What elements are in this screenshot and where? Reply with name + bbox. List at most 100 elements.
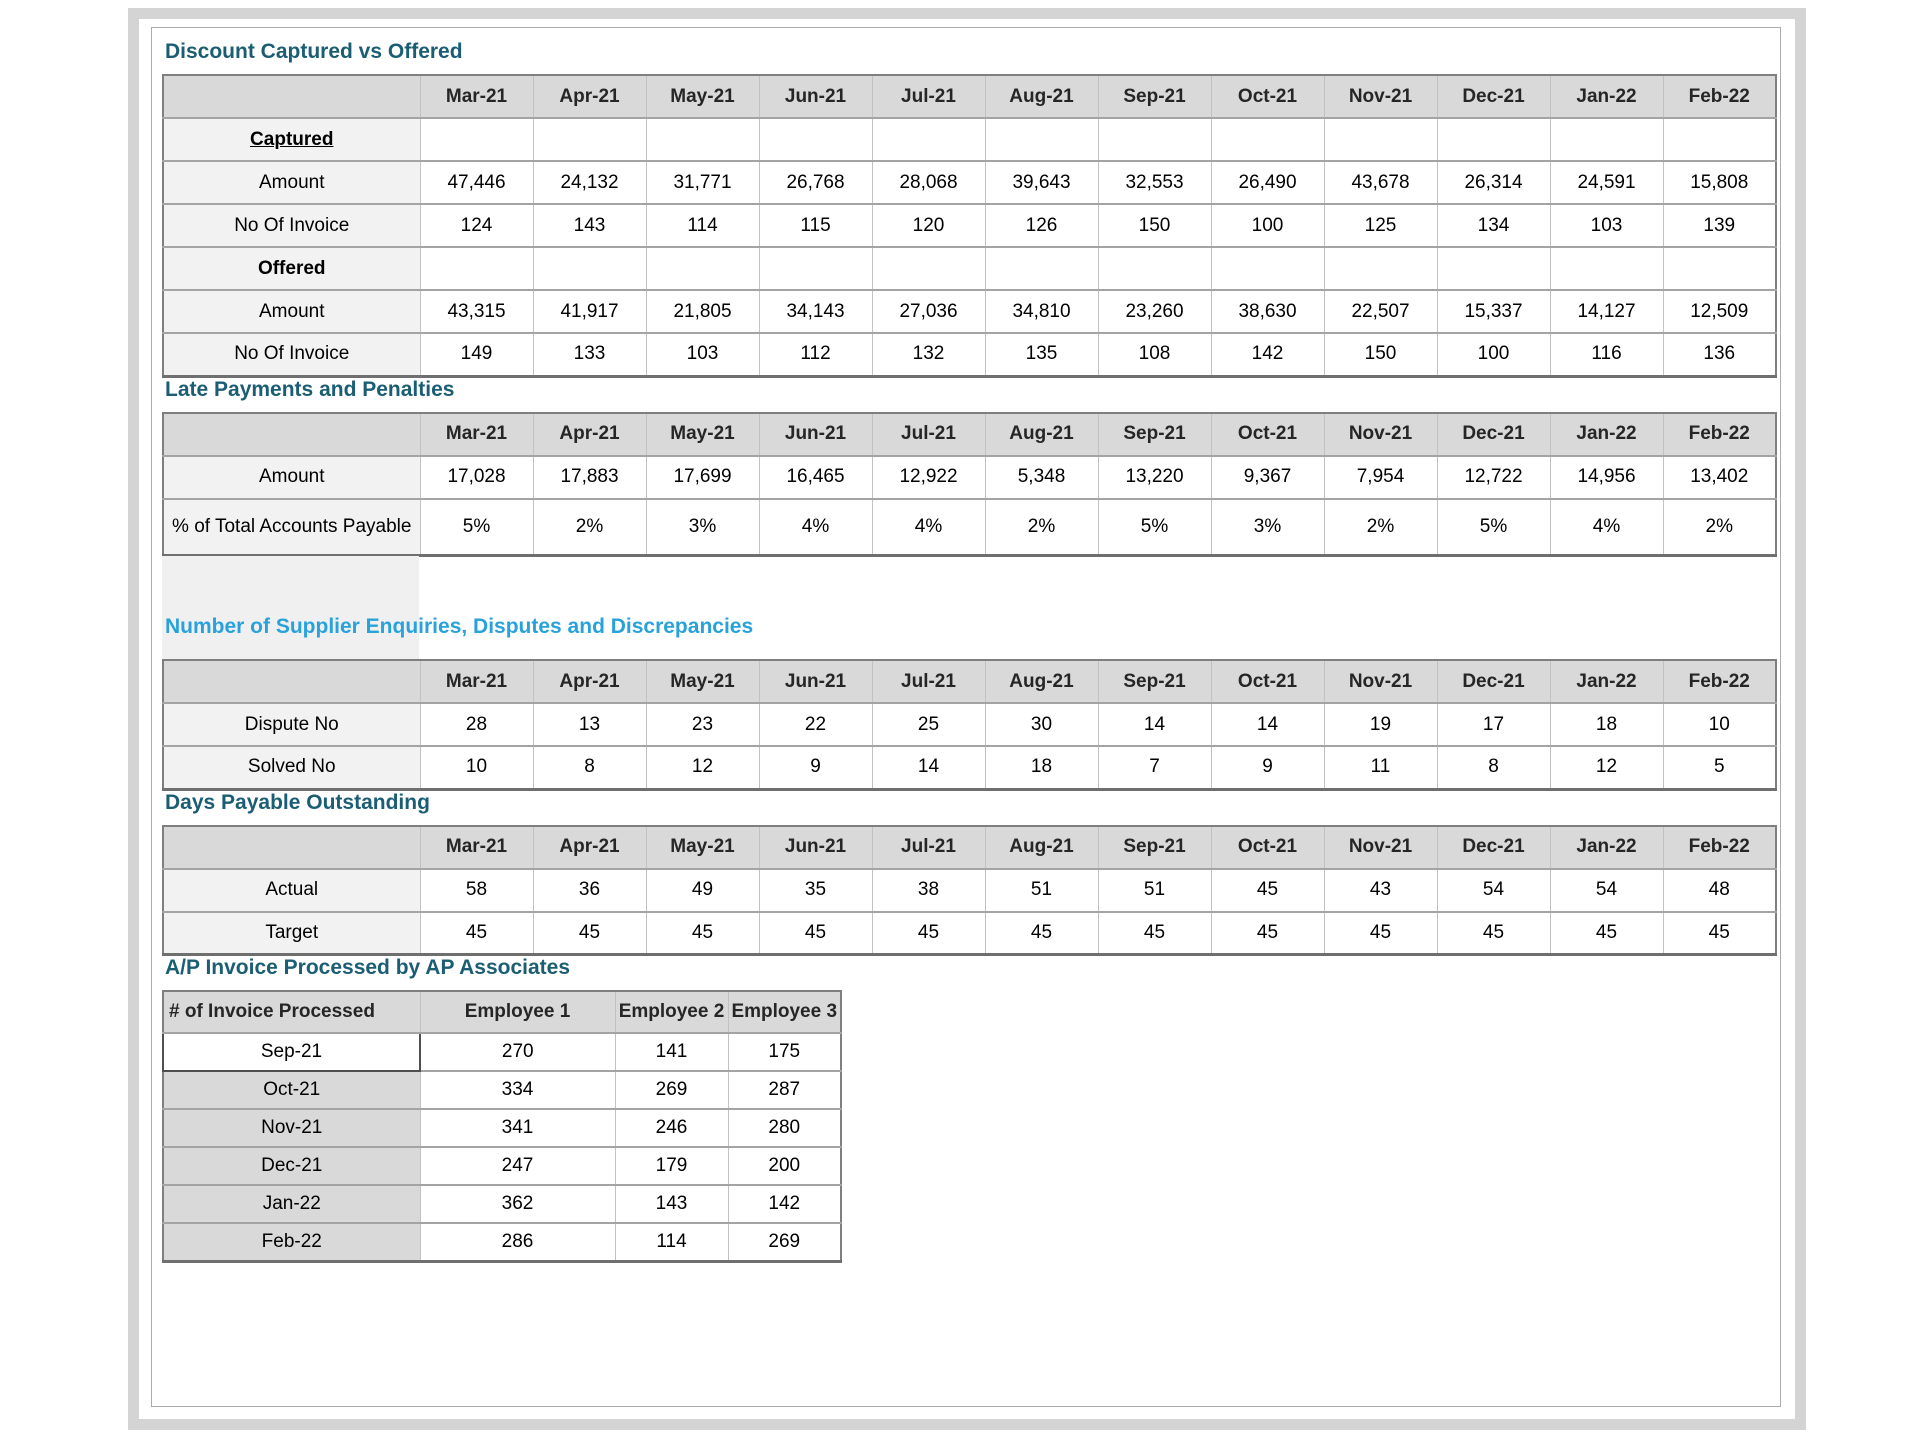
- value-cell[interactable]: 8: [1436, 745, 1551, 790]
- value-cell[interactable]: 32,553: [1097, 160, 1212, 205]
- ap-header-cell[interactable]: Employee 1: [419, 990, 616, 1034]
- month-label-cell[interactable]: Nov-21: [162, 1108, 421, 1148]
- value-cell[interactable]: 14,127: [1549, 289, 1664, 334]
- month-header-cell[interactable]: Feb-22: [1662, 825, 1777, 870]
- value-cell[interactable]: 45: [532, 911, 647, 956]
- value-cell[interactable]: 3%: [645, 498, 760, 557]
- value-cell[interactable]: 18: [984, 745, 1099, 790]
- month-header-cell[interactable]: May-21: [645, 825, 760, 870]
- empty-cell[interactable]: [1323, 246, 1438, 291]
- month-header-cell[interactable]: Jan-22: [1549, 825, 1664, 870]
- value-cell[interactable]: 47,446: [419, 160, 534, 205]
- empty-cell[interactable]: [1549, 246, 1664, 291]
- value-cell[interactable]: 17: [1436, 702, 1551, 747]
- value-cell[interactable]: 45: [1210, 911, 1325, 956]
- month-label-cell[interactable]: Jan-22: [162, 1184, 421, 1224]
- empty-cell[interactable]: [758, 246, 873, 291]
- value-cell[interactable]: 34,143: [758, 289, 873, 334]
- value-cell[interactable]: 2%: [984, 498, 1099, 557]
- month-header-cell[interactable]: Jan-22: [1549, 659, 1664, 704]
- value-cell[interactable]: 45: [758, 911, 873, 956]
- month-header-cell[interactable]: Oct-21: [1210, 412, 1325, 457]
- value-cell[interactable]: 5,348: [984, 455, 1099, 500]
- value-cell[interactable]: 150: [1097, 203, 1212, 248]
- month-header-cell[interactable]: Jun-21: [758, 74, 873, 119]
- value-cell[interactable]: 9: [1210, 745, 1325, 790]
- month-header-cell[interactable]: Feb-22: [1662, 412, 1777, 457]
- value-cell[interactable]: 13,402: [1662, 455, 1777, 500]
- empty-cell[interactable]: [1662, 246, 1777, 291]
- month-header-cell[interactable]: Aug-21: [984, 74, 1099, 119]
- row-label[interactable]: Offered: [162, 246, 421, 291]
- value-cell[interactable]: 45: [984, 911, 1099, 956]
- empty-cell[interactable]: [1210, 117, 1325, 162]
- empty-cell[interactable]: [1323, 117, 1438, 162]
- empty-cell[interactable]: [1097, 117, 1212, 162]
- month-header-cell[interactable]: Mar-21: [419, 659, 534, 704]
- corner-cell[interactable]: [162, 412, 421, 457]
- value-cell[interactable]: 13,220: [1097, 455, 1212, 500]
- value-cell[interactable]: 45: [1210, 868, 1325, 913]
- value-cell[interactable]: 287: [727, 1070, 842, 1110]
- row-label[interactable]: No Of Invoice: [162, 332, 421, 377]
- value-cell[interactable]: 31,771: [645, 160, 760, 205]
- value-cell[interactable]: 30: [984, 702, 1099, 747]
- month-label-cell[interactable]: Feb-22: [162, 1222, 421, 1262]
- row-label[interactable]: No Of Invoice: [162, 203, 421, 248]
- month-header-cell[interactable]: Jan-22: [1549, 412, 1664, 457]
- value-cell[interactable]: 48: [1662, 868, 1777, 913]
- value-cell[interactable]: 334: [419, 1070, 616, 1110]
- value-cell[interactable]: 21,805: [645, 289, 760, 334]
- value-cell[interactable]: 45: [1662, 911, 1777, 956]
- value-cell[interactable]: 38: [871, 868, 986, 913]
- value-cell[interactable]: 18: [1549, 702, 1664, 747]
- value-cell[interactable]: 120: [871, 203, 986, 248]
- value-cell[interactable]: 45: [419, 911, 534, 956]
- value-cell[interactable]: 25: [871, 702, 986, 747]
- month-header-cell[interactable]: Jul-21: [871, 825, 986, 870]
- row-label[interactable]: Captured: [162, 117, 421, 162]
- value-cell[interactable]: 200: [727, 1146, 842, 1186]
- month-header-cell[interactable]: Jul-21: [871, 74, 986, 119]
- ap-header-cell[interactable]: # of Invoice Processed: [162, 990, 421, 1034]
- month-header-cell[interactable]: Nov-21: [1323, 74, 1438, 119]
- value-cell[interactable]: 132: [871, 332, 986, 377]
- value-cell[interactable]: 14: [871, 745, 986, 790]
- value-cell[interactable]: 12,722: [1436, 455, 1551, 500]
- empty-cell[interactable]: [645, 246, 760, 291]
- empty-cell[interactable]: [1210, 246, 1325, 291]
- value-cell[interactable]: 51: [984, 868, 1099, 913]
- corner-cell[interactable]: [162, 659, 421, 704]
- value-cell[interactable]: 4%: [871, 498, 986, 557]
- row-label[interactable]: % of Total Accounts Payable: [162, 498, 421, 557]
- value-cell[interactable]: 12,922: [871, 455, 986, 500]
- row-label[interactable]: Amount: [162, 160, 421, 205]
- value-cell[interactable]: 8: [532, 745, 647, 790]
- value-cell[interactable]: 24,591: [1549, 160, 1664, 205]
- month-header-cell[interactable]: Oct-21: [1210, 659, 1325, 704]
- month-header-cell[interactable]: Jul-21: [871, 412, 986, 457]
- value-cell[interactable]: 23: [645, 702, 760, 747]
- value-cell[interactable]: 142: [1210, 332, 1325, 377]
- month-header-cell[interactable]: Aug-21: [984, 412, 1099, 457]
- month-header-cell[interactable]: Dec-21: [1436, 412, 1551, 457]
- value-cell[interactable]: 17,028: [419, 455, 534, 500]
- empty-cell[interactable]: [1662, 117, 1777, 162]
- month-header-cell[interactable]: Dec-21: [1436, 74, 1551, 119]
- month-header-cell[interactable]: Jun-21: [758, 659, 873, 704]
- value-cell[interactable]: 126: [984, 203, 1099, 248]
- value-cell[interactable]: 35: [758, 868, 873, 913]
- value-cell[interactable]: 54: [1436, 868, 1551, 913]
- value-cell[interactable]: 5%: [1436, 498, 1551, 557]
- value-cell[interactable]: 112: [758, 332, 873, 377]
- value-cell[interactable]: 175: [727, 1032, 842, 1072]
- value-cell[interactable]: 10: [1662, 702, 1777, 747]
- month-header-cell[interactable]: Feb-22: [1662, 74, 1777, 119]
- value-cell[interactable]: 19: [1323, 702, 1438, 747]
- value-cell[interactable]: 27,036: [871, 289, 986, 334]
- value-cell[interactable]: 270: [419, 1032, 616, 1072]
- value-cell[interactable]: 246: [614, 1108, 729, 1148]
- month-header-cell[interactable]: Jan-22: [1549, 74, 1664, 119]
- value-cell[interactable]: 45: [1097, 911, 1212, 956]
- month-header-cell[interactable]: Sep-21: [1097, 74, 1212, 119]
